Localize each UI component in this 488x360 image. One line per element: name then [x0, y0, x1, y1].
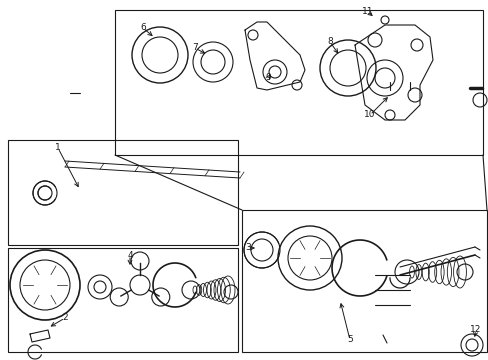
Bar [8, 248, 238, 352]
Text: 12: 12 [469, 325, 481, 334]
Bar [8, 140, 238, 245]
Text: 7: 7 [192, 44, 198, 53]
Text: 6: 6 [140, 23, 145, 32]
Bar [242, 210, 486, 352]
Bar [115, 10, 482, 155]
Text: 8: 8 [326, 37, 332, 46]
Text: 2: 2 [62, 314, 68, 323]
Text: 9: 9 [264, 73, 270, 82]
Text: 10: 10 [364, 111, 375, 120]
Text: 11: 11 [362, 8, 373, 17]
Text: 3: 3 [244, 243, 250, 252]
Text: 1: 1 [55, 144, 61, 153]
Text: 4: 4 [127, 251, 133, 260]
Text: 5: 5 [346, 336, 352, 345]
